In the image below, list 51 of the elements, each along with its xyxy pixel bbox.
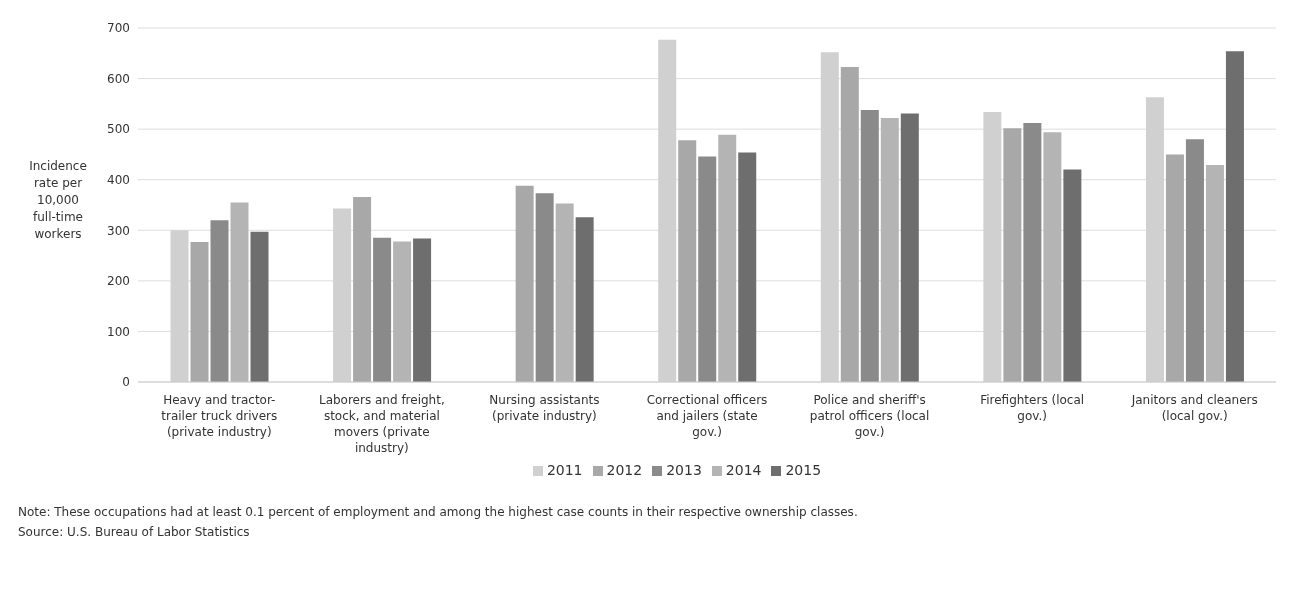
bar (678, 140, 697, 382)
legend-label: 2011 (546, 462, 583, 478)
legend-label: 2015 (785, 462, 822, 478)
x-tick-label: Firefighters (local gov.) (980, 393, 1085, 423)
bar (190, 241, 209, 382)
legend-label: 2013 (666, 462, 702, 478)
bar (575, 217, 594, 382)
bar (353, 196, 372, 382)
bar (250, 231, 269, 382)
bar (698, 156, 717, 382)
bar (1003, 128, 1022, 382)
y-tick-label: 700 (107, 21, 130, 36)
bar (1185, 139, 1204, 382)
legend-label: 2014 (725, 462, 762, 478)
x-tick-label: Janitors and cleaners (local gov.) (1130, 393, 1258, 423)
y-tick-label: 500 (107, 122, 130, 137)
bar (1063, 169, 1082, 382)
y-tick-label: 200 (107, 274, 130, 289)
source-note: Source: U.S. Bureau of Labor Statistics (18, 524, 251, 541)
y-axis-title: Incidence rate per 10,000 full-time workers (28, 158, 88, 243)
bar (210, 220, 229, 382)
bar (1165, 154, 1184, 382)
bar (1023, 123, 1042, 382)
bar (515, 185, 534, 382)
x-tick-label: Nursing assistants (private industry) (489, 393, 600, 423)
bar (1043, 132, 1062, 382)
y-tick-label: 600 (107, 71, 130, 86)
y-tick-label: 0 (122, 375, 130, 390)
y-tick-label: 400 (107, 172, 130, 187)
bar (840, 66, 859, 382)
bar (860, 109, 879, 382)
bar (535, 193, 554, 382)
bar (900, 113, 919, 382)
bar (555, 203, 574, 382)
legend-label: 2012 (606, 462, 643, 478)
x-tick-label: Police and sheriff's patrol officers (local gov.) (809, 393, 930, 439)
bar (718, 134, 737, 382)
bar (1225, 51, 1244, 382)
bar (738, 152, 757, 382)
x-tick-label: Correctional officers and jailers (state gov.) (646, 393, 768, 439)
x-tick-label: Laborers and freight, stock, and material movers (private industry) (318, 393, 445, 455)
bar (393, 241, 412, 382)
bar (413, 238, 432, 382)
y-tick-label: 300 (107, 223, 130, 238)
bar (230, 202, 249, 382)
bar (373, 237, 392, 382)
text: Note: These occupations had at least 0.1 percent of employment and among the highest case counts in their respective ownership classes. (18, 504, 859, 521)
y-tick-label: 100 (107, 324, 130, 339)
bar (1205, 165, 1224, 382)
bar (880, 118, 899, 382)
x-tick-label: Heavy and tractor-trailer truck drivers (private industry) (161, 393, 278, 439)
